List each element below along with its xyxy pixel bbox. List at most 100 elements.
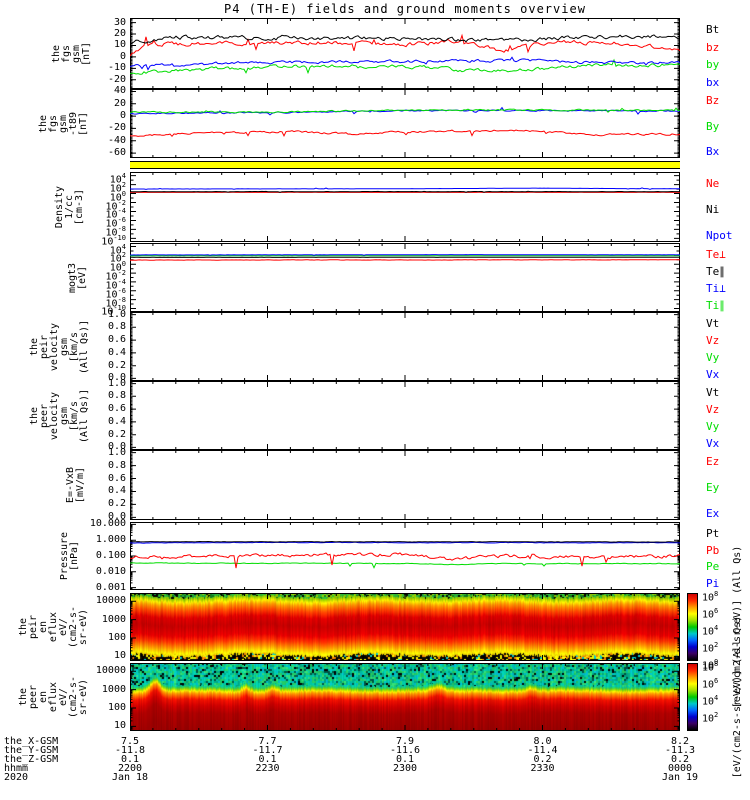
- bottom-axis-value: Jan 19: [661, 772, 699, 783]
- legend-vel_elec-2: Vy: [706, 420, 720, 433]
- y-tick-label-fgs_t89: -60: [107, 147, 126, 159]
- plot-title: P4 (TH-E) fields and ground moments over…: [224, 2, 586, 16]
- bottom-axis-value: 0.2: [670, 754, 690, 765]
- y-tick-label-efield: 0.2: [107, 498, 126, 510]
- spectrogram-spec_elec: [130, 663, 680, 731]
- y-tick-label-vel_ion: 0.4: [107, 346, 126, 358]
- bottom-axis-value: 7.9: [395, 736, 415, 747]
- series-Pb: [130, 552, 680, 569]
- series-Ti⊥: [130, 254, 680, 256]
- colorbar-tick-label: 100: [702, 658, 719, 672]
- legend-fgs-3: bx: [706, 76, 720, 89]
- y-tick-label-density: 10-6: [105, 216, 126, 230]
- legend-fgs_t89-2: Bx: [706, 145, 720, 158]
- legend-efield-0: Ez: [706, 455, 720, 468]
- colorbar-1: [687, 663, 698, 731]
- legend-efield-1: Ey: [706, 481, 720, 494]
- bottom-axis-value: 2300: [392, 763, 418, 774]
- series-bz: [130, 33, 680, 57]
- colorbar-axis-label: [eV/(cm2-s-sr-eV)] (All Qs): [732, 615, 743, 779]
- bottom-axis-value: -11.3: [664, 745, 696, 756]
- series-Te⊥: [130, 259, 680, 261]
- y-tick-label-fgs: 0: [119, 50, 126, 62]
- series-by: [130, 58, 680, 75]
- colorbar-tick-label: 108: [702, 660, 719, 674]
- bottom-axis-value: 2200: [117, 763, 143, 774]
- legend-pressure-0: Pt: [706, 527, 720, 540]
- legend-vel_elec-0: Vt: [706, 386, 720, 399]
- legend-vel_elec-1: Vz: [706, 403, 720, 416]
- bottom-axis-row-label: the_Y-GSM: [4, 745, 59, 756]
- legend-vel_ion-1: Vz: [706, 334, 720, 347]
- legend-temp-3: Ti∥: [706, 299, 725, 312]
- panel-border: [130, 243, 680, 312]
- y-tick-label-spec_ion: 10000: [95, 595, 126, 607]
- axis-ticks: [130, 89, 680, 158]
- series-Pt: [130, 540, 680, 543]
- y-tick-label-pressure: 0.100: [95, 550, 126, 561]
- bottom-axis-value: -11.8: [114, 745, 146, 756]
- bottom-axis-value: -11.7: [252, 745, 283, 756]
- y-tick-label-density: 10-2: [105, 198, 126, 212]
- bottom-axis-row-label: the_Z-GSM: [4, 754, 59, 765]
- y-tick-label-density: 104: [109, 171, 126, 185]
- y-tick-label-temp: 10-4: [105, 277, 126, 292]
- legend-density-2: Npot: [706, 229, 733, 242]
- y-tick-label-temp: 102: [109, 251, 126, 265]
- panel-spec_elec: [130, 663, 680, 731]
- legend-pressure-1: Pb: [706, 543, 720, 557]
- legend-vel_elec-3: Vx: [706, 437, 720, 450]
- colorbar-tick-label: 104: [702, 624, 719, 638]
- panel-border: [130, 18, 680, 89]
- y-tick-label-spec_elec: 10: [113, 720, 126, 732]
- y-tick-label-efield: 1.0: [107, 446, 126, 458]
- panel-border: [130, 172, 680, 242]
- y-tick-label-fgs_t89: -20: [107, 122, 126, 134]
- y-tick-label-efield: 0.0: [107, 511, 126, 523]
- y-tick-label-spec_elec: 1000: [101, 683, 126, 695]
- series-Bt: [130, 34, 680, 44]
- bottom-axis-value: 0.1: [120, 754, 140, 765]
- bottom-axis-value: 0000: [667, 763, 693, 774]
- bottom-axis-value: -11.6: [389, 745, 421, 756]
- series-Ni: [130, 190, 680, 193]
- bottom-axis-value: -11.4: [527, 745, 558, 756]
- y-tick-label-temp: 104: [109, 242, 126, 256]
- series-By: [130, 107, 680, 114]
- y-tick-label-fgs_t89: 20: [113, 97, 126, 109]
- legend-density-0: Ne: [706, 177, 720, 190]
- panel-border: [130, 381, 680, 450]
- colorbar-tick-label: 104: [702, 694, 719, 708]
- spectrogram-spec_ion: [130, 593, 680, 661]
- axis-ticks: [130, 381, 680, 450]
- panel-pressure: [130, 522, 680, 590]
- y-tick-label-efield: 0.8: [107, 459, 126, 471]
- y-tick-label-pressure: 1.000: [95, 534, 126, 546]
- y-tick-label-vel_ion: 1.0: [107, 308, 126, 320]
- colorbar-tick-label: 106: [702, 607, 719, 621]
- panel-border: [130, 89, 680, 158]
- roi-status-bar: [130, 161, 680, 169]
- bottom-axis-value: 0.1: [395, 754, 415, 765]
- y-tick-label-density: 10-10: [101, 234, 126, 248]
- panel-border: [130, 663, 680, 731]
- y-tick-label-efield: 0.6: [107, 472, 126, 484]
- panel-fgs: [130, 18, 680, 89]
- y-tick-label-density: 100: [109, 189, 126, 203]
- y-tick-label-temp: 10-6: [105, 286, 126, 301]
- bottom-axis-row-label: hhmm: [4, 763, 29, 774]
- panel-vel_ion: [130, 312, 680, 381]
- legend-temp-1: Te∥: [706, 265, 725, 278]
- bottom-axis-value: 0.2: [533, 754, 552, 765]
- axis-ticks: [130, 663, 680, 731]
- panel-vel_elec: [130, 381, 680, 450]
- series-Bz: [130, 129, 680, 138]
- y-tick-label-spec_ion: 1000: [101, 613, 126, 625]
- series-Pi: [130, 541, 680, 544]
- colorbar-tick-label: 102: [702, 641, 719, 655]
- y-tick-label-density: 10-4: [105, 207, 126, 221]
- bottom-axis-value: 0.1: [258, 754, 277, 765]
- bottom-axis-value: 2330: [530, 763, 555, 774]
- y-tick-label-vel_elec: 1.0: [107, 377, 126, 389]
- series-Pe: [130, 562, 680, 569]
